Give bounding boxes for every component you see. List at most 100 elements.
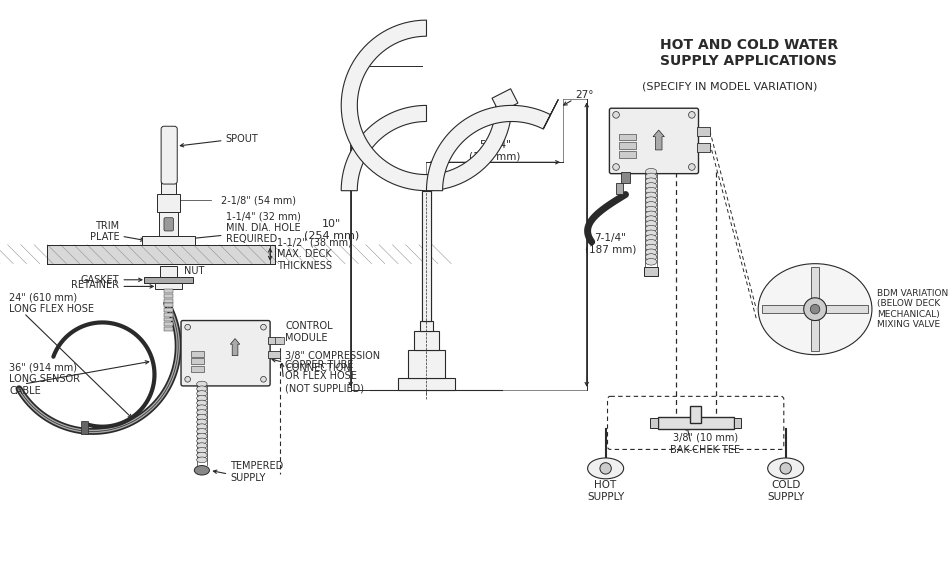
Text: SLOAN: SLOAN: [641, 124, 667, 130]
Bar: [156, 283, 182, 289]
Bar: [644, 266, 657, 276]
Circle shape: [185, 325, 191, 330]
Circle shape: [613, 163, 619, 171]
Ellipse shape: [645, 230, 656, 236]
Text: NUT: NUT: [184, 266, 204, 276]
Polygon shape: [341, 20, 512, 191]
Bar: [414, 331, 439, 350]
Circle shape: [804, 298, 826, 320]
Ellipse shape: [197, 429, 207, 435]
Ellipse shape: [758, 263, 872, 355]
Ellipse shape: [197, 452, 207, 458]
Text: HOT
SUPPLY: HOT SUPPLY: [587, 480, 624, 502]
Ellipse shape: [197, 457, 207, 463]
Text: 3/8" COMPRESSION
CONNECTION: 3/8" COMPRESSION CONNECTION: [285, 352, 380, 373]
Ellipse shape: [645, 216, 656, 222]
Text: TEMPERED
SUPPLY: TEMPERED SUPPLY: [230, 462, 283, 483]
Ellipse shape: [197, 415, 207, 420]
Circle shape: [185, 376, 191, 382]
Polygon shape: [427, 105, 550, 191]
Bar: [164, 327, 174, 331]
Bar: [191, 351, 203, 356]
Ellipse shape: [645, 235, 656, 242]
Bar: [161, 266, 178, 277]
Circle shape: [689, 112, 695, 118]
Bar: [164, 289, 174, 293]
Polygon shape: [543, 99, 559, 129]
Ellipse shape: [197, 400, 207, 406]
Bar: [162, 181, 177, 195]
Bar: [690, 406, 701, 423]
Bar: [696, 127, 710, 136]
Bar: [268, 351, 279, 359]
Bar: [164, 313, 174, 317]
Text: COPPER TUBE
OR FLEX HOSE
(NOT SUPPLIED): COPPER TUBE OR FLEX HOSE (NOT SUPPLIED): [285, 360, 364, 393]
Text: GASKET: GASKET: [81, 275, 120, 285]
FancyBboxPatch shape: [162, 126, 178, 184]
Circle shape: [600, 463, 611, 474]
Ellipse shape: [645, 197, 656, 203]
Text: 5-1/4"
(133 mm): 5-1/4" (133 mm): [469, 140, 521, 162]
Bar: [144, 277, 194, 283]
Bar: [618, 151, 636, 158]
Bar: [422, 191, 431, 322]
Ellipse shape: [645, 206, 656, 213]
Bar: [826, 305, 868, 313]
Bar: [616, 183, 622, 195]
Bar: [160, 212, 179, 236]
Circle shape: [810, 305, 820, 314]
Circle shape: [260, 376, 266, 382]
Bar: [422, 191, 431, 322]
Ellipse shape: [645, 220, 656, 227]
Ellipse shape: [645, 244, 656, 251]
Bar: [268, 337, 279, 344]
FancyBboxPatch shape: [181, 320, 270, 386]
Ellipse shape: [645, 183, 656, 189]
Bar: [811, 268, 819, 299]
Circle shape: [780, 463, 791, 474]
Text: 1-1/4" (32 mm)
MIN. DIA. HOLE
REQUIRED: 1-1/4" (32 mm) MIN. DIA. HOLE REQUIRED: [225, 211, 300, 244]
Ellipse shape: [645, 225, 656, 232]
Ellipse shape: [197, 381, 207, 387]
Ellipse shape: [588, 458, 623, 479]
Bar: [191, 366, 203, 372]
Ellipse shape: [197, 447, 207, 453]
Bar: [164, 294, 174, 298]
Ellipse shape: [645, 188, 656, 194]
Text: VALVE: VALVE: [211, 342, 227, 347]
Bar: [811, 320, 819, 351]
Ellipse shape: [195, 466, 209, 475]
Text: 24" (610 mm)
LONG FLEX HOSE: 24" (610 mm) LONG FLEX HOSE: [10, 293, 94, 314]
Bar: [191, 359, 203, 364]
Text: HOT AND COLD WATER
SUPPLY APPLICATIONS: HOT AND COLD WATER SUPPLY APPLICATIONS: [659, 38, 838, 68]
Text: CONTROL
MODULE: CONTROL MODULE: [285, 321, 332, 343]
Ellipse shape: [645, 253, 656, 260]
Ellipse shape: [645, 168, 656, 175]
Ellipse shape: [645, 211, 656, 218]
Ellipse shape: [197, 410, 207, 415]
Bar: [275, 337, 284, 344]
Ellipse shape: [645, 173, 656, 180]
Text: 36" (914 mm)
LONG SENSOR
CABLE: 36" (914 mm) LONG SENSOR CABLE: [10, 363, 81, 396]
Bar: [420, 322, 433, 331]
Ellipse shape: [645, 239, 656, 246]
Circle shape: [689, 163, 695, 171]
Bar: [762, 305, 805, 313]
FancyArrow shape: [230, 339, 239, 356]
Bar: [733, 418, 741, 427]
Ellipse shape: [197, 424, 207, 429]
Text: SPOUT: SPOUT: [225, 133, 258, 143]
Ellipse shape: [197, 443, 207, 449]
Bar: [48, 245, 275, 263]
Bar: [81, 420, 88, 434]
Ellipse shape: [645, 249, 656, 256]
Bar: [650, 418, 657, 427]
Bar: [408, 350, 446, 378]
Ellipse shape: [645, 178, 656, 185]
FancyArrow shape: [653, 130, 664, 150]
Text: 1-1/2" (38 mm)
MAX. DECK
THICKNESS: 1-1/2" (38 mm) MAX. DECK THICKNESS: [276, 238, 352, 271]
Bar: [158, 195, 180, 212]
Text: 3/8" (10 mm)
BAK-CHEK TEE: 3/8" (10 mm) BAK-CHEK TEE: [670, 433, 740, 455]
Text: BDM VARIATION
(BELOW DECK
MECHANICAL)
MIXING VALVE: BDM VARIATION (BELOW DECK MECHANICAL) MI…: [877, 289, 948, 329]
Text: SLOAN: SLOAN: [206, 333, 232, 340]
